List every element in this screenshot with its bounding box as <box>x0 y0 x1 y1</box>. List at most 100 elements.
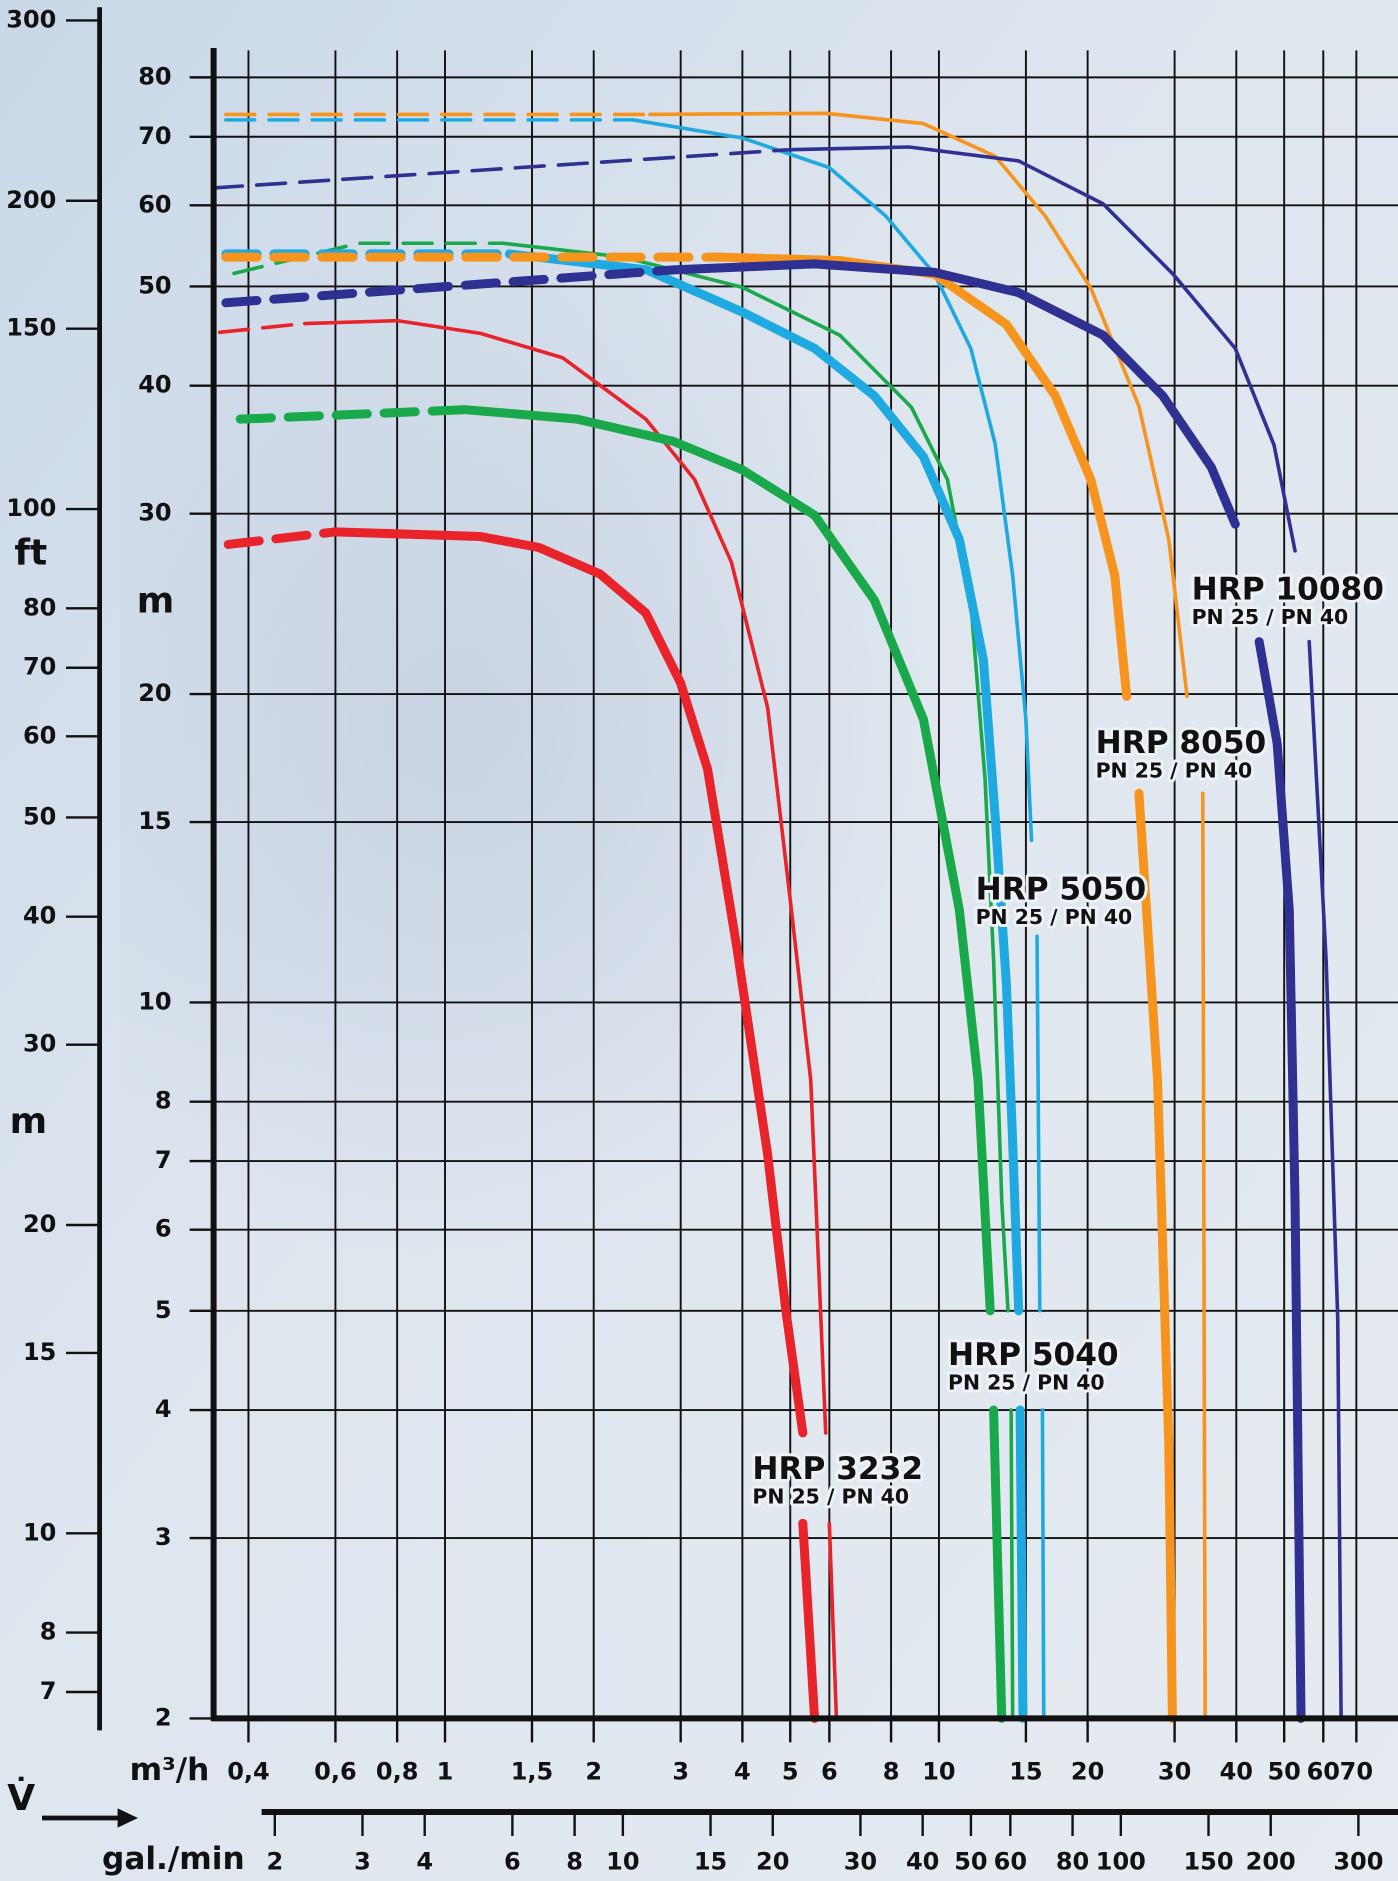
x-axis-label: m³/h <box>130 1752 210 1788</box>
x-tick-label: 8 <box>883 1757 900 1785</box>
pump-curve <box>235 405 470 424</box>
pump-curve <box>211 147 792 190</box>
x2-tick-label: 80 <box>1056 1847 1089 1875</box>
x-tick-label: 3 <box>672 1757 689 1785</box>
flow-arrowhead <box>117 1808 138 1828</box>
pump-curve <box>330 527 820 1723</box>
y-tick-label: 20 <box>138 679 171 707</box>
x-tick-label: 20 <box>1071 1757 1104 1785</box>
y-tick-label: 7 <box>155 1146 172 1174</box>
y-tick-label: 40 <box>138 371 171 399</box>
x-tick-label: 15 <box>1009 1757 1042 1785</box>
flow-symbol: V̇ <box>7 1776 35 1819</box>
y2-tick-label: 60 <box>23 721 56 749</box>
x-tick-label: 4 <box>734 1757 751 1785</box>
x2-tick-label: 4 <box>416 1847 433 1875</box>
model-sublabel: PN 25 / PN 40 <box>1192 605 1349 629</box>
y2-tick-label: 10 <box>23 1518 56 1546</box>
model-sublabel: PN 25 / PN 40 <box>1096 759 1253 783</box>
y-tick-label: 8 <box>155 1087 172 1115</box>
pump-curve <box>218 321 307 335</box>
x-tick-label: 0,4 <box>227 1757 270 1785</box>
y2-tick-label: 150 <box>6 314 56 342</box>
y-tick-label: 80 <box>138 62 171 90</box>
x-tick-label: 6 <box>821 1757 838 1785</box>
model-label: HRP 5040 <box>948 1337 1119 1373</box>
pump-curve <box>504 249 1028 1723</box>
x2-tick-label: 10 <box>606 1847 639 1875</box>
x2-tick-label: 200 <box>1246 1847 1296 1875</box>
x2-axis-label: gal./min <box>102 1841 245 1877</box>
y2-tick-label: 40 <box>23 902 56 930</box>
y2-axis-sublabel: m <box>10 1101 48 1142</box>
y-tick-label: 5 <box>155 1296 172 1324</box>
pump-curve <box>303 318 839 1721</box>
model-label: HRP 5050 <box>976 871 1147 907</box>
y2-tick-label: 7 <box>40 1677 57 1705</box>
grid <box>213 50 1398 1720</box>
x2-tick-label: 300 <box>1333 1847 1383 1875</box>
model-sublabel: PN 25 / PN 40 <box>752 1485 909 1509</box>
y2-tick-label: 8 <box>40 1618 57 1646</box>
x-tick-label: 0,8 <box>376 1757 419 1785</box>
x2-tick-label: 20 <box>756 1847 789 1875</box>
y2-tick-label: 70 <box>23 653 56 681</box>
y2-tick-label: 80 <box>23 593 56 621</box>
x-tick-label: 10 <box>922 1757 955 1785</box>
x-tick-label: 40 <box>1220 1757 1253 1785</box>
model-label: HRP 3232 <box>752 1451 923 1487</box>
x-tick-label: 70 <box>1340 1757 1373 1785</box>
y2-tick-label: 50 <box>23 802 56 830</box>
x-tick-label: 1,5 <box>511 1757 554 1785</box>
x2-tick-label: 15 <box>694 1847 727 1875</box>
x-tick-label: 30 <box>1158 1757 1191 1785</box>
y2-axis-label: ft <box>14 532 47 573</box>
model-sublabel: PN 25 / PN 40 <box>948 1371 1105 1395</box>
y-tick-label: 4 <box>155 1395 172 1423</box>
x-tick-label: 5 <box>782 1757 799 1785</box>
x2-tick-label: 30 <box>844 1847 877 1875</box>
pump-curve <box>232 241 505 276</box>
y-tick-label: 50 <box>138 271 171 299</box>
y-tick-label: 70 <box>138 122 171 150</box>
x2-tick-label: 100 <box>1096 1847 1146 1875</box>
model-sublabel: PN 25 / PN 40 <box>976 905 1133 929</box>
y-tick-label: 60 <box>138 190 171 218</box>
curves <box>211 111 1343 1723</box>
y-tick-label: 15 <box>138 807 171 835</box>
model-label: HRP 10080 <box>1192 571 1384 607</box>
y-tick-label: 30 <box>138 499 171 527</box>
x2-tick-label: 50 <box>954 1847 987 1875</box>
pump-curve <box>223 527 340 549</box>
y-tick-label: 3 <box>155 1523 172 1551</box>
model-label: HRP 8050 <box>1096 725 1267 761</box>
x-tick-label: 2 <box>585 1757 602 1785</box>
x2-tick-label: 60 <box>994 1847 1027 1875</box>
x2-tick-label: 2 <box>266 1847 283 1875</box>
pump-curve <box>668 259 1306 1723</box>
x-tick-label: 1 <box>437 1757 454 1785</box>
pump-curve <box>221 265 678 308</box>
x-tick-label: 0,6 <box>314 1757 357 1785</box>
x2-tick-label: 150 <box>1183 1847 1233 1875</box>
y-tick-label: 6 <box>155 1215 172 1243</box>
x2-tick-label: 3 <box>354 1847 371 1875</box>
y2-tick-label: 100 <box>6 494 56 522</box>
x2-tick-label: 8 <box>566 1847 583 1875</box>
axes: V̇ m³/h gal./min ft m m 0,4 0,6 0,8 1 1,5 2 3 4… <box>6 5 1398 1877</box>
y2-tick-label: 300 <box>6 5 56 33</box>
y-tick-label: 2 <box>155 1703 172 1731</box>
x-tick-label: 60 <box>1307 1757 1340 1785</box>
y2-tick-label: 20 <box>23 1210 56 1238</box>
x-tick-label: 50 <box>1267 1757 1300 1785</box>
y-tick-label: 10 <box>138 987 171 1015</box>
y2-tick-label: 15 <box>23 1338 56 1366</box>
pump-curve <box>501 241 1015 1721</box>
pump-curve <box>460 405 1007 1723</box>
x2-tick-label: 40 <box>906 1847 939 1875</box>
y-axis-label: m <box>137 580 175 621</box>
x2-tick-label: 6 <box>504 1847 521 1875</box>
